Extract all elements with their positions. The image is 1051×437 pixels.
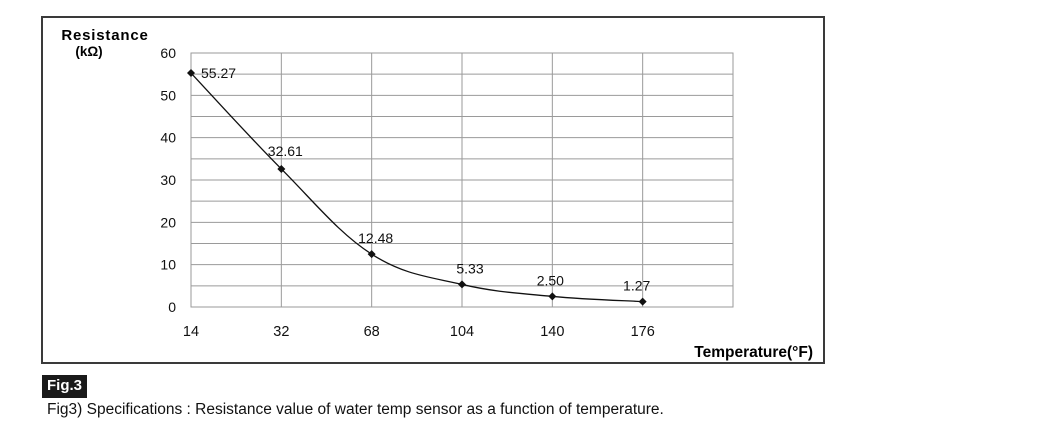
series-line bbox=[190, 72, 643, 303]
y-tick-label: 50 bbox=[160, 87, 176, 103]
data-point-marker bbox=[638, 297, 647, 306]
grid bbox=[190, 52, 734, 308]
data-value-label: 12.48 bbox=[358, 230, 393, 246]
data-point-marker bbox=[187, 69, 195, 78]
x-tick-label: 32 bbox=[273, 324, 289, 340]
x-tick-label: 140 bbox=[540, 324, 564, 340]
chart-frame: Resistance (kΩ) Temperature(°F) 0 10 20 30 4… bbox=[41, 16, 825, 364]
y-tick-label: 0 bbox=[168, 299, 176, 315]
figure-tag: Fig.3 bbox=[42, 375, 88, 398]
line-chart: Resistance (kΩ) Temperature(°F) 0 10 20 30 4… bbox=[61, 27, 813, 361]
data-point-marker bbox=[367, 250, 376, 259]
x-tick-label: 104 bbox=[450, 324, 474, 340]
data-value-label: 32.61 bbox=[268, 143, 303, 159]
x-tick-label: 176 bbox=[631, 324, 655, 340]
x-tick-label: 14 bbox=[183, 324, 199, 340]
y-tick-label: 40 bbox=[160, 130, 176, 146]
data-value-label: 1.27 bbox=[623, 278, 650, 294]
x-tick-label: 68 bbox=[364, 324, 380, 340]
y-tick-label: 60 bbox=[160, 45, 176, 61]
y-tick-label: 30 bbox=[160, 172, 176, 188]
data-point-marker bbox=[458, 280, 466, 289]
data-value-label: 5.33 bbox=[456, 260, 483, 276]
y-tick-label: 20 bbox=[160, 214, 176, 230]
data-series bbox=[187, 69, 647, 306]
data-value-label: 55.27 bbox=[201, 65, 236, 81]
data-point-marker bbox=[548, 292, 557, 301]
axis-ticks: 0 10 20 30 40 50 60 14 32 68 104 140 176 bbox=[160, 45, 654, 340]
data-labels: 55.27 32.61 12.48 5.33 2.50 1.27 bbox=[201, 65, 651, 294]
x-axis-label: Temperature(°F) bbox=[694, 344, 813, 361]
data-value-label: 2.50 bbox=[537, 272, 564, 288]
y-axis-unit-label: (kΩ) bbox=[75, 44, 102, 59]
data-point-marker bbox=[277, 164, 286, 173]
figure-caption: Fig3) Specifications : Resistance value … bbox=[47, 401, 664, 418]
y-tick-label: 10 bbox=[160, 257, 176, 273]
y-axis-label: Resistance bbox=[61, 27, 148, 44]
